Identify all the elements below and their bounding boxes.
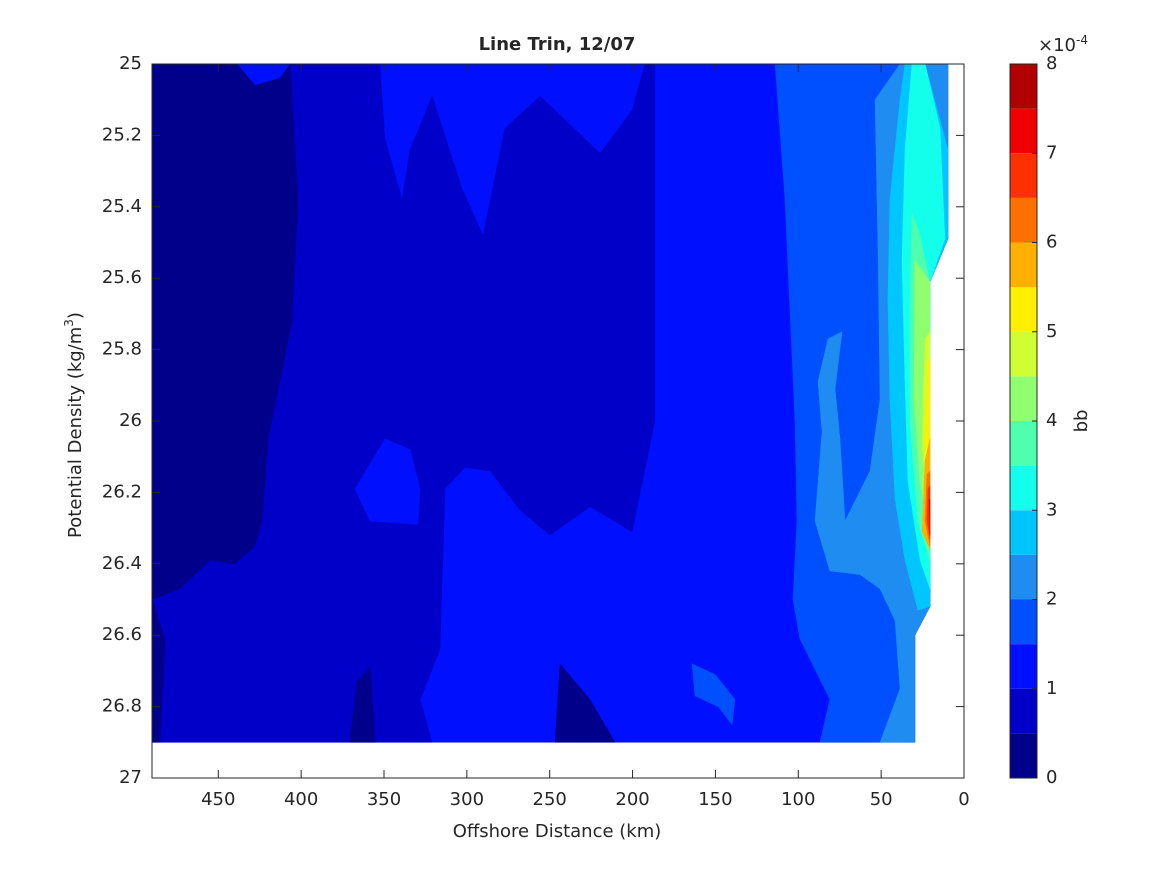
y-tick-label: 26 <box>119 410 142 431</box>
colorbar-band <box>1010 153 1037 198</box>
contour-region <box>354 438 421 525</box>
colorbar-scale: ×10-4 <box>1038 33 1088 57</box>
x-tick-label: 450 <box>201 789 235 810</box>
colorbar-band <box>1010 554 1037 600</box>
colorbar-band <box>1010 242 1037 288</box>
y-tick-label: 25 <box>119 53 142 74</box>
y-tick-label: 26.2 <box>102 481 142 502</box>
y-axis-label-sup: 3 <box>62 319 76 327</box>
y-tick-label: 26.6 <box>102 624 142 645</box>
colorbar-label: bb <box>1071 410 1092 433</box>
x-tick-label: 150 <box>698 789 732 810</box>
x-tick-label: 350 <box>367 789 401 810</box>
colorbar-tick-label: 1 <box>1046 678 1057 699</box>
x-tick-label: 400 <box>284 789 318 810</box>
contour-region <box>691 663 736 726</box>
colorbar-band <box>1010 108 1037 154</box>
colorbar-band <box>1010 331 1037 377</box>
x-tick-label: 50 <box>870 789 893 810</box>
y-axis-label-text: Potential Density (kg/m <box>65 327 86 538</box>
colorbar-band <box>1010 376 1037 421</box>
colorbar-band <box>1010 465 1037 511</box>
colorbar-band <box>1010 64 1037 109</box>
colorbar-scale-exp: -4 <box>1076 33 1088 47</box>
chart-title: Line Trin, 12/07 <box>479 34 636 55</box>
colorbar-tick-label: 7 <box>1046 142 1057 163</box>
colorbar-band <box>1010 733 1037 778</box>
colorbar-tick-label: 2 <box>1046 589 1057 610</box>
colorbar-scale-base: ×10 <box>1038 35 1076 56</box>
colorbar-band <box>1010 510 1037 555</box>
contour-region <box>926 484 931 539</box>
contour-region <box>151 63 299 600</box>
y-tick-label: 26.8 <box>102 696 142 717</box>
x-tick-label: 0 <box>958 789 969 810</box>
contour-region <box>349 666 376 743</box>
colorbar-tick-label: 3 <box>1046 499 1057 520</box>
colorbar-band <box>1010 287 1037 332</box>
colorbar-band <box>1010 644 1037 689</box>
y-tick-label: 27 <box>119 767 142 788</box>
x-tick-label: 250 <box>533 789 567 810</box>
colorbar-band <box>1010 688 1037 734</box>
y-tick-label: 25.8 <box>102 339 142 360</box>
contour-region <box>151 63 656 743</box>
colorbar-tick-label: 6 <box>1046 232 1057 253</box>
y-axis-label: Potential Density (kg/m3) <box>62 312 87 538</box>
colorbar-band <box>1010 599 1037 645</box>
y-tick-label: 25.4 <box>102 196 142 217</box>
contour-region <box>554 663 616 743</box>
colorbar-tick-label: 8 <box>1046 53 1057 74</box>
y-tick-label: 26.4 <box>102 553 142 574</box>
y-tick-label: 25.2 <box>102 124 142 145</box>
x-tick-label: 300 <box>450 789 484 810</box>
x-tick-label: 100 <box>781 789 815 810</box>
x-tick-label: 200 <box>615 789 649 810</box>
y-tick-label: 25.6 <box>102 267 142 288</box>
colorbar-tick-label: 0 <box>1046 767 1057 788</box>
colorbar-tick-label: 4 <box>1046 410 1057 431</box>
colorbar-tick-label: 5 <box>1046 321 1057 342</box>
colorbar-band <box>1010 197 1037 243</box>
x-axis-label: Offshore Distance (km) <box>453 821 662 842</box>
y-axis-label-end: ) <box>65 312 86 319</box>
contour-region <box>928 499 931 536</box>
colorbar-band <box>1010 421 1037 466</box>
